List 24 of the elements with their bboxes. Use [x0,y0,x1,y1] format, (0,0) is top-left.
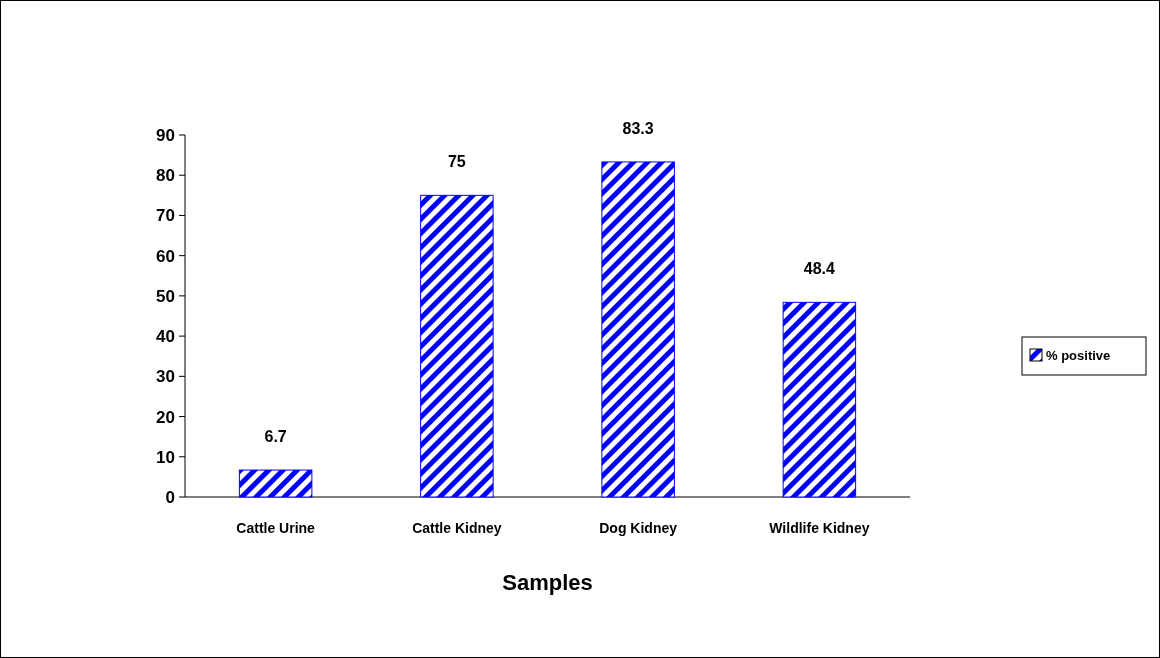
y-tick-label: 90 [156,125,175,145]
y-tick-label: 30 [156,367,175,387]
data-label: 75 [447,153,466,171]
data-label: 48.4 [803,260,836,278]
bar [782,301,857,498]
y-tick-label: 60 [156,246,175,266]
data-label: 83.3 [622,119,654,137]
legend-label: % positive [1046,347,1111,363]
bar [420,194,494,498]
y-tick-label: 70 [156,206,175,226]
x-tick-label: Wildlife Kidney [769,520,870,536]
y-tick-label: 10 [156,447,175,467]
data-label: 6.7 [264,428,287,446]
x-axis-title: Samples [502,570,593,595]
x-tick-label: Dog Kidney [599,520,678,536]
bar [601,161,675,498]
y-tick-label: 40 [156,327,175,347]
bar [238,469,313,498]
y-tick-label: 20 [156,407,175,427]
y-tick-label: 80 [156,166,175,186]
y-tick-label: 0 [165,487,175,507]
y-tick-label: 50 [156,286,175,306]
x-tick-label: Cattle Kidney [412,520,502,536]
x-tick-label: Cattle Urine [236,520,316,536]
